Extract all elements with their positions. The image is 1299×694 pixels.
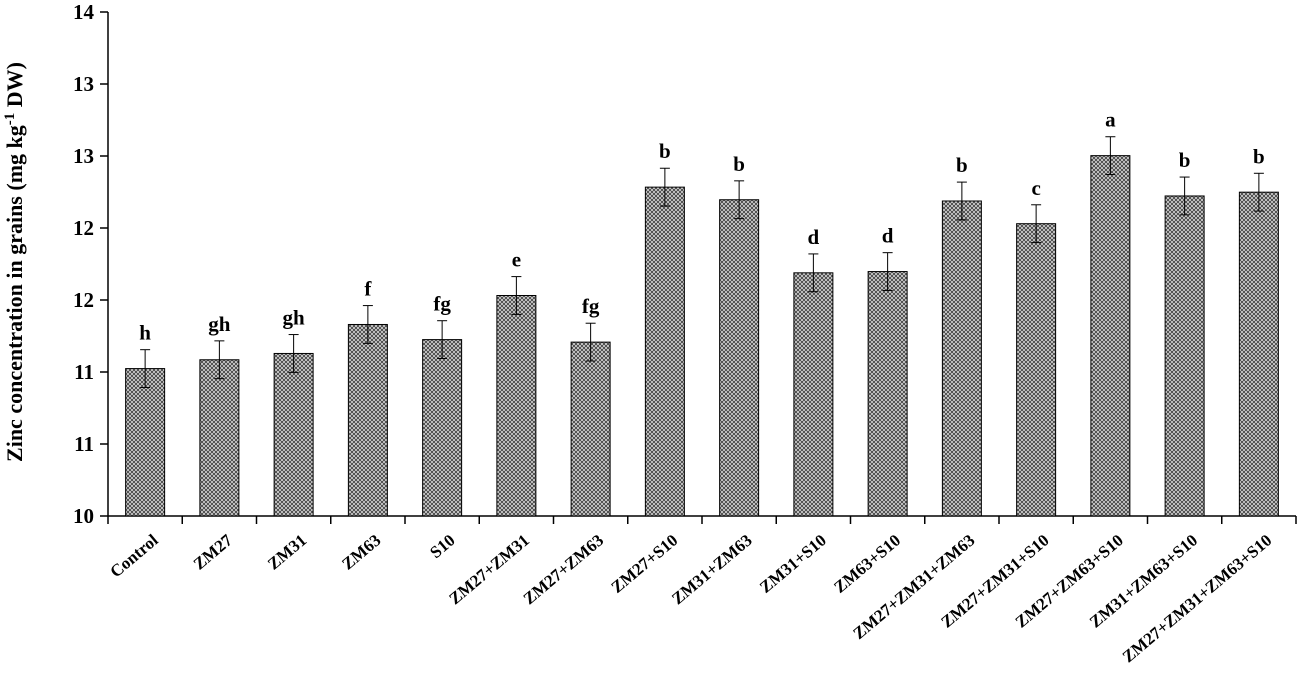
y-axis-title-main: Zinc concentration in grains (mg kg — [2, 125, 27, 462]
x-tick-label: ZM27 — [190, 530, 237, 573]
x-tick-label: ZM63+S10 — [830, 531, 904, 597]
bar — [867, 271, 908, 517]
error-bar — [511, 276, 522, 315]
error-bar — [1031, 204, 1042, 244]
significance-letter: fg — [582, 294, 600, 318]
significance-letter: b — [1179, 148, 1191, 172]
significance-letter: a — [1105, 108, 1116, 132]
y-axis-ticks: 10 11 11 12 12 13 13 14 — [73, 0, 108, 528]
bar — [347, 323, 388, 517]
significance-letter: gh — [208, 312, 231, 336]
bar — [941, 200, 982, 517]
error-bar — [437, 320, 448, 359]
y-tick-label: 13 — [73, 72, 94, 96]
y-tick-label: 11 — [74, 432, 94, 456]
bar — [1090, 155, 1131, 517]
significance-letter: e — [512, 248, 521, 272]
significance-letter: b — [1253, 144, 1265, 168]
bar — [273, 352, 314, 517]
bar — [125, 368, 166, 517]
bar — [793, 272, 834, 517]
bar — [496, 295, 537, 517]
bar — [1164, 195, 1205, 517]
x-tick-label: ZM31+ZM63 — [668, 531, 756, 609]
bar — [719, 199, 760, 517]
error-bar — [1179, 176, 1190, 216]
error-bar — [214, 340, 225, 380]
svg-text:Zinc concentration in grains (: Zinc concentration in grains (mg kg-1 DW… — [2, 62, 27, 462]
y-axis-title-tail: DW) — [2, 62, 27, 113]
error-bar — [956, 181, 967, 221]
error-bar — [140, 349, 151, 388]
error-bar — [659, 167, 670, 207]
y-axis-title: Zinc concentration in grains (mg kg-1 DW… — [2, 62, 27, 462]
x-tick-label: ZM27+ZM63 — [520, 531, 608, 609]
error-bar — [882, 252, 893, 291]
significance-letter: b — [659, 139, 671, 163]
x-tick-label: S10 — [426, 531, 458, 563]
significance-letter: gh — [283, 306, 306, 330]
y-tick-label: 11 — [74, 360, 94, 384]
y-axis-title-superscript: -1 — [2, 113, 18, 126]
x-tick-label: ZM31 — [264, 531, 310, 574]
significance-letter: b — [956, 153, 968, 177]
bar — [644, 186, 685, 517]
error-bar — [808, 253, 819, 293]
x-tick-label: Control — [106, 530, 162, 581]
bar — [1016, 223, 1057, 517]
error-bar — [362, 305, 373, 344]
y-tick-label: 12 — [73, 216, 94, 240]
bar — [422, 339, 463, 517]
x-tick-label: ZM31+S10 — [756, 531, 830, 597]
x-tick-label: ZM63 — [338, 531, 384, 574]
y-tick-label: 13 — [73, 144, 94, 168]
significance-letter: d — [882, 224, 894, 248]
x-axis-labels: Control ZM27 ZM31 ZM63 S10ZM27+ZM31ZM27+ZM63… — [106, 530, 1275, 666]
y-tick-label: 12 — [73, 288, 94, 312]
bar — [199, 359, 240, 517]
x-tick-label: ZM27+S10 — [608, 531, 682, 597]
significance-letter: d — [808, 225, 820, 249]
x-tick-label: ZM27+ZM31+ZM63+S10 — [1119, 531, 1276, 667]
error-bar — [1105, 136, 1116, 176]
y-tick-label: 14 — [73, 0, 95, 24]
error-bar — [288, 334, 299, 373]
significance-letter: fg — [433, 292, 451, 316]
error-bar — [734, 180, 745, 220]
bars: h gh gh f fg e fg b b d d b c a b b — [125, 108, 1279, 517]
bar — [570, 341, 611, 517]
significance-letter: b — [733, 152, 745, 176]
y-tick-label: 10 — [73, 504, 94, 528]
x-tick-label: ZM27+ZM31 — [445, 531, 533, 609]
bar — [1238, 191, 1279, 517]
x-tick-label: ZM27+ZM31+ZM63 — [849, 531, 978, 644]
significance-letter: h — [139, 321, 151, 345]
significance-letter: c — [1031, 176, 1040, 200]
significance-letter: f — [364, 277, 372, 301]
error-bar — [1253, 172, 1264, 212]
error-bar — [585, 322, 596, 362]
